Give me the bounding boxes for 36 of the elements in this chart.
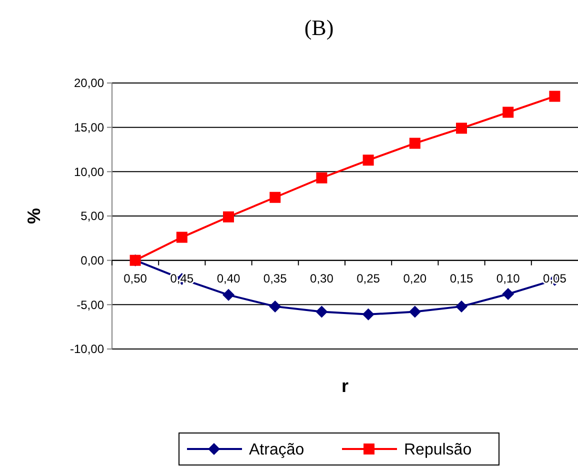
y-tick-label: -10,00	[70, 342, 104, 356]
y-tick-label: 20,00	[74, 76, 104, 90]
point	[456, 300, 468, 312]
chart-title: (B)	[304, 15, 334, 40]
legend-label: Atração	[249, 442, 304, 459]
x-tick-label: 0,10	[496, 271, 520, 286]
point	[502, 106, 514, 118]
point	[549, 90, 560, 102]
point	[222, 288, 234, 301]
point	[502, 288, 514, 300]
x-tick-label: 0,25	[356, 271, 380, 286]
x-tick-label: 0,50	[124, 271, 148, 286]
y-tick-label: 15,00	[74, 120, 104, 135]
point	[316, 306, 328, 318]
point	[270, 192, 281, 203]
x-tick-label: 0,20	[403, 271, 427, 286]
point	[456, 122, 467, 134]
x-tick-label: 0,40	[216, 271, 240, 286]
y-axis-title: %	[24, 208, 44, 224]
x-tick-label: 0,35	[263, 271, 288, 286]
point	[408, 306, 421, 318]
x-tick-label: 0,15	[450, 271, 474, 286]
y-tick-label: 10,00	[74, 164, 104, 179]
point	[362, 154, 374, 166]
legend-label: Repulsão	[404, 442, 472, 459]
point	[362, 308, 374, 320]
x-tick-label: 0,30	[310, 271, 334, 286]
point	[176, 232, 188, 243]
y-tick-label: -5,00	[76, 298, 104, 312]
point	[409, 138, 420, 149]
point	[316, 172, 328, 184]
y-tick-label: 0,00	[80, 254, 104, 268]
x-axis-title: r	[341, 376, 349, 396]
point	[269, 300, 282, 312]
point	[223, 211, 234, 222]
y-tick-label: 5,00	[80, 209, 104, 224]
